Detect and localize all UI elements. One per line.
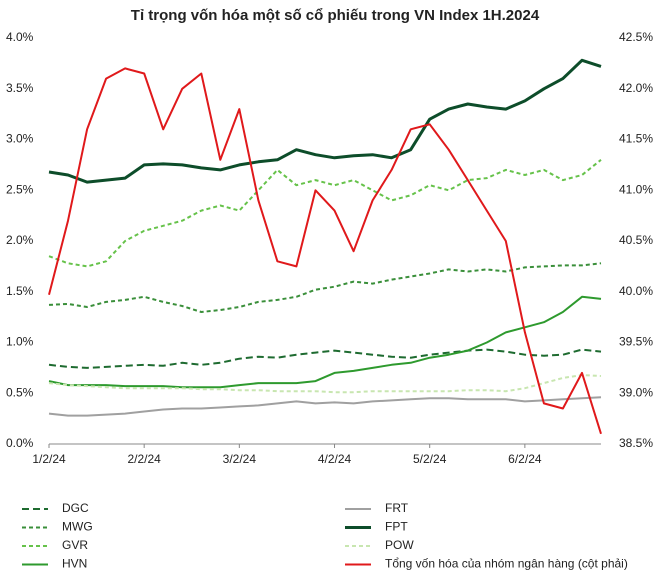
x-tick-label: 5/2/24 xyxy=(413,452,447,466)
y-tick-label: 4.0% xyxy=(6,30,34,44)
legend-label: FRT xyxy=(385,501,409,515)
y-tick-label: 2.5% xyxy=(6,182,34,196)
series-line xyxy=(48,159,602,268)
series-line xyxy=(48,262,602,313)
y2-tick-label: 39.5% xyxy=(619,335,653,349)
series-line xyxy=(48,295,602,389)
y2-tick-label: 41.0% xyxy=(619,182,653,196)
y-tick-label: 1.0% xyxy=(6,335,34,349)
y-tick-label: 3.5% xyxy=(6,81,34,95)
legend-label: POW xyxy=(385,538,414,552)
legend-label: DGC xyxy=(62,501,89,515)
series-line xyxy=(48,58,602,184)
series-line xyxy=(48,67,602,435)
legend-label: GVR xyxy=(62,538,88,552)
y-tick-label: 0.0% xyxy=(6,436,34,450)
y-tick-label: 2.0% xyxy=(6,233,34,247)
legend-label: FPT xyxy=(385,520,408,534)
x-tick-label: 1/2/24 xyxy=(32,452,66,466)
y2-tick-label: 38.5% xyxy=(619,436,653,450)
y2-tick-label: 40.5% xyxy=(619,233,653,247)
x-tick-label: 3/2/24 xyxy=(223,452,257,466)
y-tick-label: 3.0% xyxy=(6,132,34,146)
series-line xyxy=(48,348,602,369)
y2-tick-label: 39.0% xyxy=(619,385,653,399)
y2-tick-label: 41.5% xyxy=(619,132,653,146)
chart-title: Tỉ trọng vốn hóa một số cổ phiếu trong V… xyxy=(131,7,540,24)
x-tick-label: 4/2/24 xyxy=(318,452,352,466)
series-line xyxy=(48,374,602,394)
y2-tick-label: 42.5% xyxy=(619,30,653,44)
legend-label: Tổng vốn hóa của nhóm ngân hàng (cột phả… xyxy=(385,557,628,571)
x-tick-label: 2/2/24 xyxy=(127,452,161,466)
y-tick-label: 1.5% xyxy=(6,284,34,298)
legend-label: HVN xyxy=(62,557,87,571)
legend-label: MWG xyxy=(62,520,93,534)
series-line xyxy=(48,396,602,417)
y-tick-label: 0.5% xyxy=(6,385,34,399)
y2-tick-label: 40.0% xyxy=(619,284,653,298)
y2-tick-label: 42.0% xyxy=(619,81,653,95)
x-tick-label: 6/2/24 xyxy=(508,452,542,466)
